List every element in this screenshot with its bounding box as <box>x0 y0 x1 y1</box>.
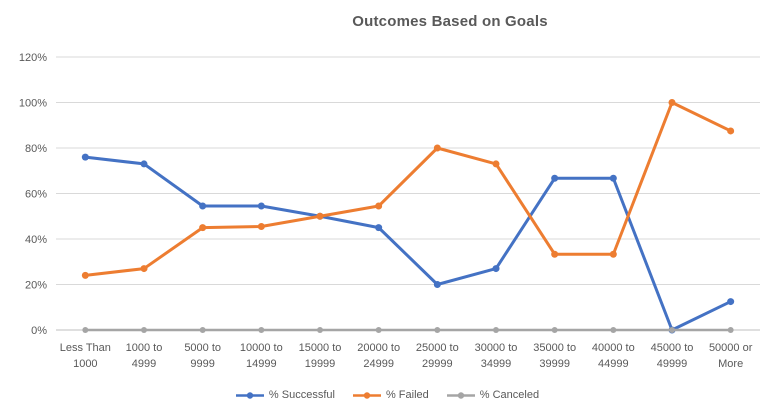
x-axis-label: 30000 to 34999 <box>475 342 518 370</box>
x-axis-label-line1: 10000 to <box>240 342 283 354</box>
data-point-marker <box>316 212 324 220</box>
data-point-marker <box>492 160 500 168</box>
x-axis-label-line1: 30000 to <box>475 342 518 354</box>
legend-item-successful: % Successful <box>235 389 335 401</box>
x-axis-tick-labels: Less Than 1000 1000 to 4999 5000 to 9999 10000… <box>60 342 753 370</box>
data-point-marker <box>492 265 500 273</box>
x-axis-label-line2: 49999 <box>657 358 688 370</box>
y-axis-label: 20% <box>25 280 47 292</box>
data-point-marker <box>375 224 383 232</box>
data-point-marker <box>257 222 265 230</box>
chart-legend: % Successful % Failed % Canceled <box>0 389 774 401</box>
data-point-marker <box>551 174 559 182</box>
data-point-marker <box>199 327 206 333</box>
x-axis-label: 1000 to 4999 <box>126 342 163 370</box>
data-point-marker <box>551 250 559 258</box>
x-axis-label-line1: 5000 to <box>184 342 221 354</box>
data-point-marker <box>727 127 735 135</box>
data-point-marker <box>140 265 148 273</box>
series-line-successful <box>83 155 733 332</box>
x-axis-label: 35000 to 39999 <box>533 342 576 370</box>
data-point-marker <box>727 298 735 306</box>
x-axis-label-line2: 9999 <box>190 358 214 370</box>
y-axis-label: 0% <box>31 325 47 337</box>
legend-label: % Failed <box>385 389 429 401</box>
x-axis-label-line1: 45000 to <box>651 342 694 354</box>
data-point-marker <box>727 327 734 333</box>
x-axis-label-line2: More <box>718 358 743 370</box>
x-axis-label: 5000 to 9999 <box>184 342 221 370</box>
data-point-marker <box>669 327 675 333</box>
legend-line-marker-icon <box>446 391 475 399</box>
data-point-marker <box>609 174 617 182</box>
legend-line-marker-icon <box>235 391 264 399</box>
x-axis-label-line2: 1000 <box>73 358 97 370</box>
x-axis-label: 45000 to 49999 <box>651 342 694 370</box>
x-axis-label-line1: 50000 or <box>709 342 753 354</box>
x-axis-label: 25000 to 29999 <box>416 342 459 370</box>
x-axis-label-line1: Less Than <box>60 342 111 354</box>
x-axis-label-line2: 19999 <box>305 358 336 370</box>
plot-area: 0% 20% 40% 60% 80% 100% 120% Less Than 1000 1000 … <box>19 52 760 370</box>
x-axis-label-line2: 4999 <box>132 358 156 370</box>
data-point-marker <box>199 224 207 232</box>
x-axis-label-line1: 25000 to <box>416 342 459 354</box>
y-axis-label: 40% <box>25 234 47 246</box>
x-axis-label: 15000 to 19999 <box>299 342 342 370</box>
data-point-marker <box>258 327 265 333</box>
data-point-marker <box>375 327 382 333</box>
y-axis-label: 80% <box>25 143 47 155</box>
series-successful <box>81 153 735 334</box>
x-axis-label-line2: 24999 <box>363 358 394 370</box>
legend-label: % Successful <box>268 389 335 401</box>
data-point-marker <box>199 202 207 210</box>
x-axis-label-line2: 44999 <box>598 358 629 370</box>
legend-item-canceled: % Canceled <box>446 389 539 401</box>
x-axis-label-line2: 14999 <box>246 358 277 370</box>
data-point-marker <box>140 160 148 168</box>
x-axis-label-line1: 20000 to <box>357 342 400 354</box>
data-point-marker <box>317 327 323 333</box>
y-axis-label: 120% <box>19 52 47 64</box>
x-axis-label-line1: 40000 to <box>592 342 635 354</box>
x-axis-label: 40000 to 44999 <box>592 342 635 370</box>
x-axis-label-line1: 1000 to <box>126 342 163 354</box>
data-point-marker <box>493 327 499 333</box>
data-point-marker <box>81 271 89 279</box>
x-axis-label-line1: 15000 to <box>299 342 342 354</box>
data-point-marker <box>81 153 89 161</box>
data-point-marker <box>141 327 147 333</box>
chart-title: Outcomes Based on Goals <box>352 13 548 30</box>
series-line-failed <box>83 101 733 277</box>
legend-line-marker-icon <box>352 391 381 399</box>
x-axis-label: 50000 or More <box>709 342 753 370</box>
data-point-marker <box>375 202 383 210</box>
data-point-marker <box>257 202 265 210</box>
data-point-marker <box>434 327 441 333</box>
legend-item-failed: % Failed <box>352 389 429 401</box>
x-axis-label: 20000 to 24999 <box>357 342 400 370</box>
series-canceled <box>82 327 734 333</box>
x-axis-label: 10000 to 14999 <box>240 342 283 370</box>
y-axis-label: 60% <box>25 189 47 201</box>
data-point-marker <box>668 99 676 106</box>
data-point-marker <box>82 327 89 333</box>
x-axis-label-line2: 29999 <box>422 358 453 370</box>
data-point-marker <box>610 327 617 333</box>
x-axis-label-line1: 35000 to <box>533 342 576 354</box>
legend-label: % Canceled <box>479 389 540 401</box>
y-axis-tick-labels: 0% 20% 40% 60% 80% 100% 120% <box>19 52 47 337</box>
x-axis-label-line2: 34999 <box>481 358 512 370</box>
gridlines <box>56 56 760 331</box>
x-axis-label-line2: 39999 <box>539 358 570 370</box>
y-axis-label: 100% <box>19 98 47 110</box>
series-failed <box>81 99 735 279</box>
x-axis-label: Less Than 1000 <box>60 342 111 370</box>
data-point-marker <box>433 281 441 288</box>
data-point-marker <box>551 327 558 333</box>
data-point-marker <box>433 144 441 152</box>
data-point-marker <box>609 250 617 258</box>
